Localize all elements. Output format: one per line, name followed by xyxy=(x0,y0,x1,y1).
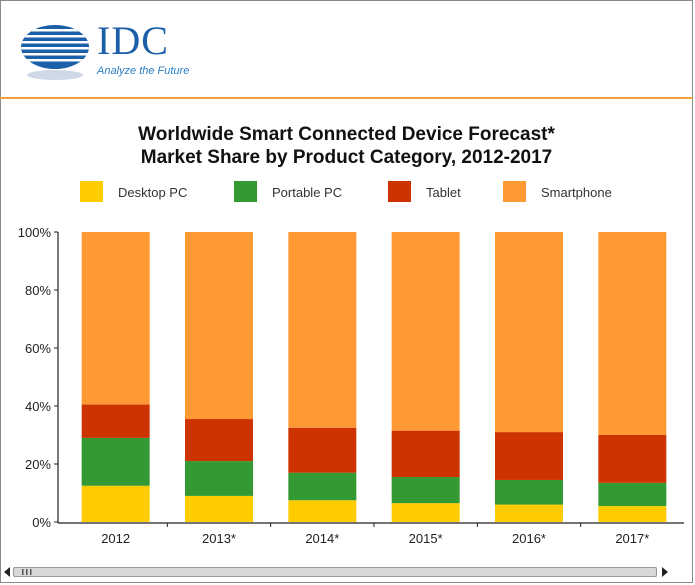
legend-label: Desktop PC xyxy=(118,185,188,200)
x-tick-label: 2017* xyxy=(615,531,649,546)
bar-segment-portable-pc xyxy=(185,461,253,496)
y-tick-label: 0% xyxy=(32,515,51,530)
bar-segment-portable-pc xyxy=(598,482,667,507)
legend-label: Tablet xyxy=(426,185,461,200)
grip-icon xyxy=(22,569,32,575)
bar-segment-smartphone xyxy=(185,232,253,420)
bar-segment-smartphone xyxy=(288,232,357,428)
bar-segment-desktop-pc xyxy=(391,503,460,522)
y-tick-label: 20% xyxy=(25,457,51,472)
logo-tagline: Analyze the Future xyxy=(97,65,190,77)
chart-title-line-2: Market Share by Product Category, 2012-2… xyxy=(140,147,553,168)
scroll-right-arrow-icon[interactable] xyxy=(659,566,671,578)
globe-icon xyxy=(21,25,89,80)
legend-swatch xyxy=(80,181,103,202)
legend-label: Portable PC xyxy=(272,185,343,200)
logo-text: IDC xyxy=(97,18,169,63)
idc-logo: IDC Analyze the Future xyxy=(21,18,221,83)
bar-segment-tablet xyxy=(288,427,357,473)
bar-segment-tablet xyxy=(185,419,253,462)
bar-segment-portable-pc xyxy=(288,472,357,501)
bar-segment-smartphone xyxy=(81,232,150,405)
legend-swatch xyxy=(503,181,526,202)
y-tick-label: 80% xyxy=(25,283,51,298)
bar-segment-portable-pc xyxy=(391,477,460,504)
bar-segment-desktop-pc xyxy=(185,495,253,522)
chart-title-line-1: Worldwide Smart Connected Device Forecas… xyxy=(138,124,555,145)
x-tick-label: 2012 xyxy=(101,531,130,546)
chart-area: Worldwide Smart Connected Device Forecas… xyxy=(1,99,692,559)
scrollbar-thumb[interactable] xyxy=(13,567,657,577)
bar-segment-tablet xyxy=(391,430,460,478)
y-tick-label: 40% xyxy=(25,399,51,414)
legend: Desktop PC Portable PC Tablet Smartphone xyxy=(1,181,692,205)
chart-title: Worldwide Smart Connected Device Forecas… xyxy=(1,123,692,169)
header: IDC Analyze the Future xyxy=(1,1,692,97)
bar-segment-smartphone xyxy=(598,232,667,435)
bar-segment-desktop-pc xyxy=(495,504,563,522)
legend-swatch xyxy=(388,181,411,202)
bar-segment-desktop-pc xyxy=(81,485,150,522)
bar-segment-portable-pc xyxy=(495,479,563,505)
bar-segment-tablet xyxy=(598,435,667,483)
x-tick-label: 2013* xyxy=(202,531,236,546)
bar-segment-tablet xyxy=(495,432,563,480)
x-tick-label: 2016* xyxy=(512,531,546,546)
bar-segment-desktop-pc xyxy=(598,506,667,522)
stacked-bar-plot: 2012 2013* 2014* 2015* 2016* 2017* 0% 20% 40% 60%… xyxy=(18,225,684,546)
legend-swatch xyxy=(234,181,257,202)
y-tick-label: 100% xyxy=(18,225,52,240)
scroll-left-arrow-icon[interactable] xyxy=(1,566,13,578)
bar-segment-tablet xyxy=(81,404,150,438)
bar-segment-desktop-pc xyxy=(288,500,357,522)
legend-label: Smartphone xyxy=(541,185,612,200)
bar-segment-smartphone xyxy=(391,232,460,431)
bar-segment-smartphone xyxy=(495,232,563,433)
horizontal-scrollbar[interactable] xyxy=(1,564,692,580)
y-tick-label: 60% xyxy=(25,341,51,356)
x-tick-label: 2015* xyxy=(409,531,443,546)
x-tick-label: 2014* xyxy=(305,531,339,546)
header-divider xyxy=(0,97,693,99)
bar-segment-portable-pc xyxy=(81,437,150,486)
